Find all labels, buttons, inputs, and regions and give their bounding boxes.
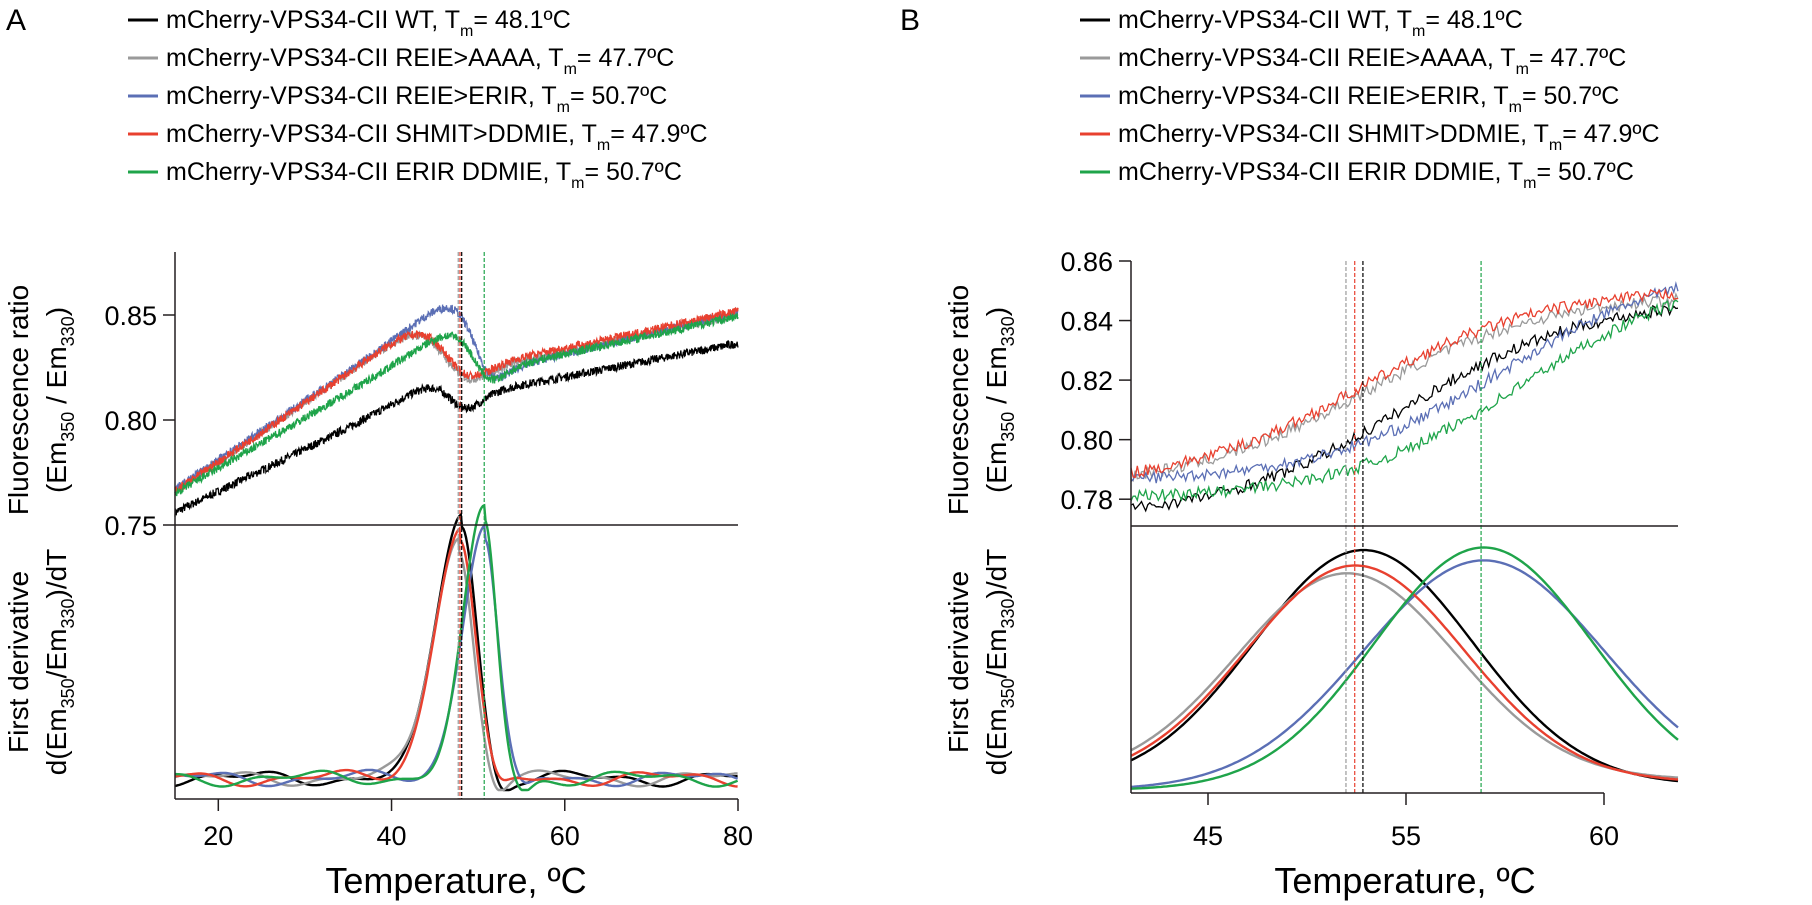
derivative-series-line [174,526,738,788]
panel-a-ratio-ylabel: Fluorescence ratio (Em350 / Em330) [3,285,78,515]
legend-panel-a: mCherry-VPS34-CII WT, Tm= 48.1ºC mCherry-… [128,6,708,192]
legend-label: mCherry-VPS34-CII REIE>AAAA, Tm= 47.7ºC [166,44,674,78]
ylabel-line1: First derivative [943,571,974,753]
panel-b-ratio-ylabel: Fluorescence ratio (Em350 / Em330) [943,285,1018,515]
legend-item: mCherry-VPS34-CII ERIR DDMIE, Tm= 50.7ºC [128,158,682,192]
ratio-series-line [1130,281,1679,484]
legend-item: mCherry-VPS34-CII REIE>ERIR, Tm= 50.7ºC [128,82,667,116]
derivative-series-line [1130,564,1679,781]
x-tick-label: 55 [1391,821,1421,851]
legend-panel-b: mCherry-VPS34-CII WT, Tm= 48.1ºC mCherry-… [1080,6,1660,192]
legend-item: mCherry-VPS34-CII SHMIT>DDMIE, Tm= 47.9º… [1080,120,1660,154]
ratio-series-line [1130,292,1679,483]
derivative-series-line [1130,548,1679,783]
y-tick-label: 0.80 [104,406,157,436]
panel-a-derivative-ylabel: First derivative d(Em350/Em330)/dT [3,549,78,776]
panel-b-y-ticks: 0.78 0.80 0.82 0.84 0.86 [1060,247,1131,515]
ratio-series-line [1130,287,1679,479]
legend-label: mCherry-VPS34-CII SHMIT>DDMIE, Tm= 47.9º… [166,120,708,154]
panel-a: 0.75 0.80 0.85 20 40 60 80 Temperature, ºC Fl… [3,252,753,901]
x-tick-label: 60 [1589,821,1619,851]
x-tick-label: 20 [203,821,233,851]
ratio-series-line [174,339,739,517]
derivative-series-line [174,523,739,788]
y-tick-label: 0.80 [1060,426,1113,456]
legend-item: mCherry-VPS34-CII REIE>AAAA, Tm= 47.7ºC [1080,44,1626,78]
panel-b-x-ticks: 45 55 60 [1193,793,1619,851]
ratio-series-line [1130,299,1679,503]
panel-label-b: B [900,4,920,37]
legend-label: mCherry-VPS34-CII SHMIT>DDMIE, Tm= 47.9º… [1118,120,1660,154]
derivative-series-line [174,503,739,792]
y-tick-label: 0.78 [1060,485,1113,515]
legend-label: mCherry-VPS34-CII WT, Tm= 48.1ºC [166,6,571,40]
derivative-series-line [1130,572,1679,779]
legend-item: mCherry-VPS34-CII REIE>ERIR, Tm= 50.7ºC [1080,82,1619,116]
panel-b-x-axis-title: Temperature, ºC [1274,860,1535,901]
panel-a-ratio-curves [174,304,739,517]
derivative-series-line [174,512,738,792]
x-tick-label: 60 [550,821,580,851]
x-tick-label: 80 [723,821,753,851]
legend-item: mCherry-VPS34-CII SHMIT>DDMIE, Tm= 47.9º… [128,120,708,154]
panel-a-x-ticks: 20 40 60 80 [203,799,753,851]
y-tick-label: 0.86 [1060,247,1113,277]
ylabel-line2: (Em350 / Em330) [41,307,78,493]
legend-label: mCherry-VPS34-CII REIE>ERIR, Tm= 50.7ºC [1118,82,1619,116]
panel-b-derivative-curves [1130,546,1679,790]
panel-a-x-axis-title: Temperature, ºC [325,860,586,901]
derivative-series-line [1130,546,1679,790]
y-tick-label: 0.75 [104,511,157,541]
y-tick-label: 0.85 [104,301,157,331]
legend-label: mCherry-VPS34-CII REIE>ERIR, Tm= 50.7ºC [166,82,667,116]
legend-label: mCherry-VPS34-CII WT, Tm= 48.1ºC [1118,6,1523,40]
y-tick-label: 0.84 [1060,307,1113,337]
ylabel-line1: First derivative [3,571,34,753]
ratio-series-line [1130,304,1679,513]
legend-item: mCherry-VPS34-CII ERIR DDMIE, Tm= 50.7ºC [1080,158,1634,192]
legend-label: mCherry-VPS34-CII REIE>AAAA, Tm= 47.7ºC [1118,44,1626,78]
ylabel-line2: d(Em350/Em330)/dT [981,549,1018,776]
panel-a-derivative-curves [174,503,739,792]
ratio-series-line [174,312,739,497]
panel-b-tm-markers [1345,261,1482,793]
panel-b-derivative-ylabel: First derivative d(Em350/Em330)/dT [943,549,1018,776]
y-tick-label: 0.82 [1060,366,1113,396]
legend-label: mCherry-VPS34-CII ERIR DDMIE, Tm= 50.7ºC [166,158,682,192]
ylabel-line1: Fluorescence ratio [3,285,34,515]
derivative-series-line [174,536,738,792]
panel-a-y-ticks: 0.75 0.80 0.85 [104,301,175,541]
x-tick-label: 45 [1193,821,1223,851]
panel-b: 0.78 0.80 0.82 0.84 0.86 45 55 60 Temperature,… [943,247,1679,901]
legend-item: mCherry-VPS34-CII WT, Tm= 48.1ºC [1080,6,1523,40]
ylabel-line1: Fluorescence ratio [943,285,974,515]
legend-item: mCherry-VPS34-CII REIE>AAAA, Tm= 47.7ºC [128,44,674,78]
legend-item: mCherry-VPS34-CII WT, Tm= 48.1ºC [128,6,571,40]
ylabel-line2: d(Em350/Em330)/dT [41,549,78,776]
panel-label-a: A [6,4,26,37]
x-tick-label: 40 [377,821,407,851]
ylabel-line2: (Em350 / Em330) [981,307,1018,493]
derivative-series-line [1130,559,1679,789]
legend-label: mCherry-VPS34-CII ERIR DDMIE, Tm= 50.7ºC [1118,158,1634,192]
panel-b-ratio-curves [1130,281,1679,513]
